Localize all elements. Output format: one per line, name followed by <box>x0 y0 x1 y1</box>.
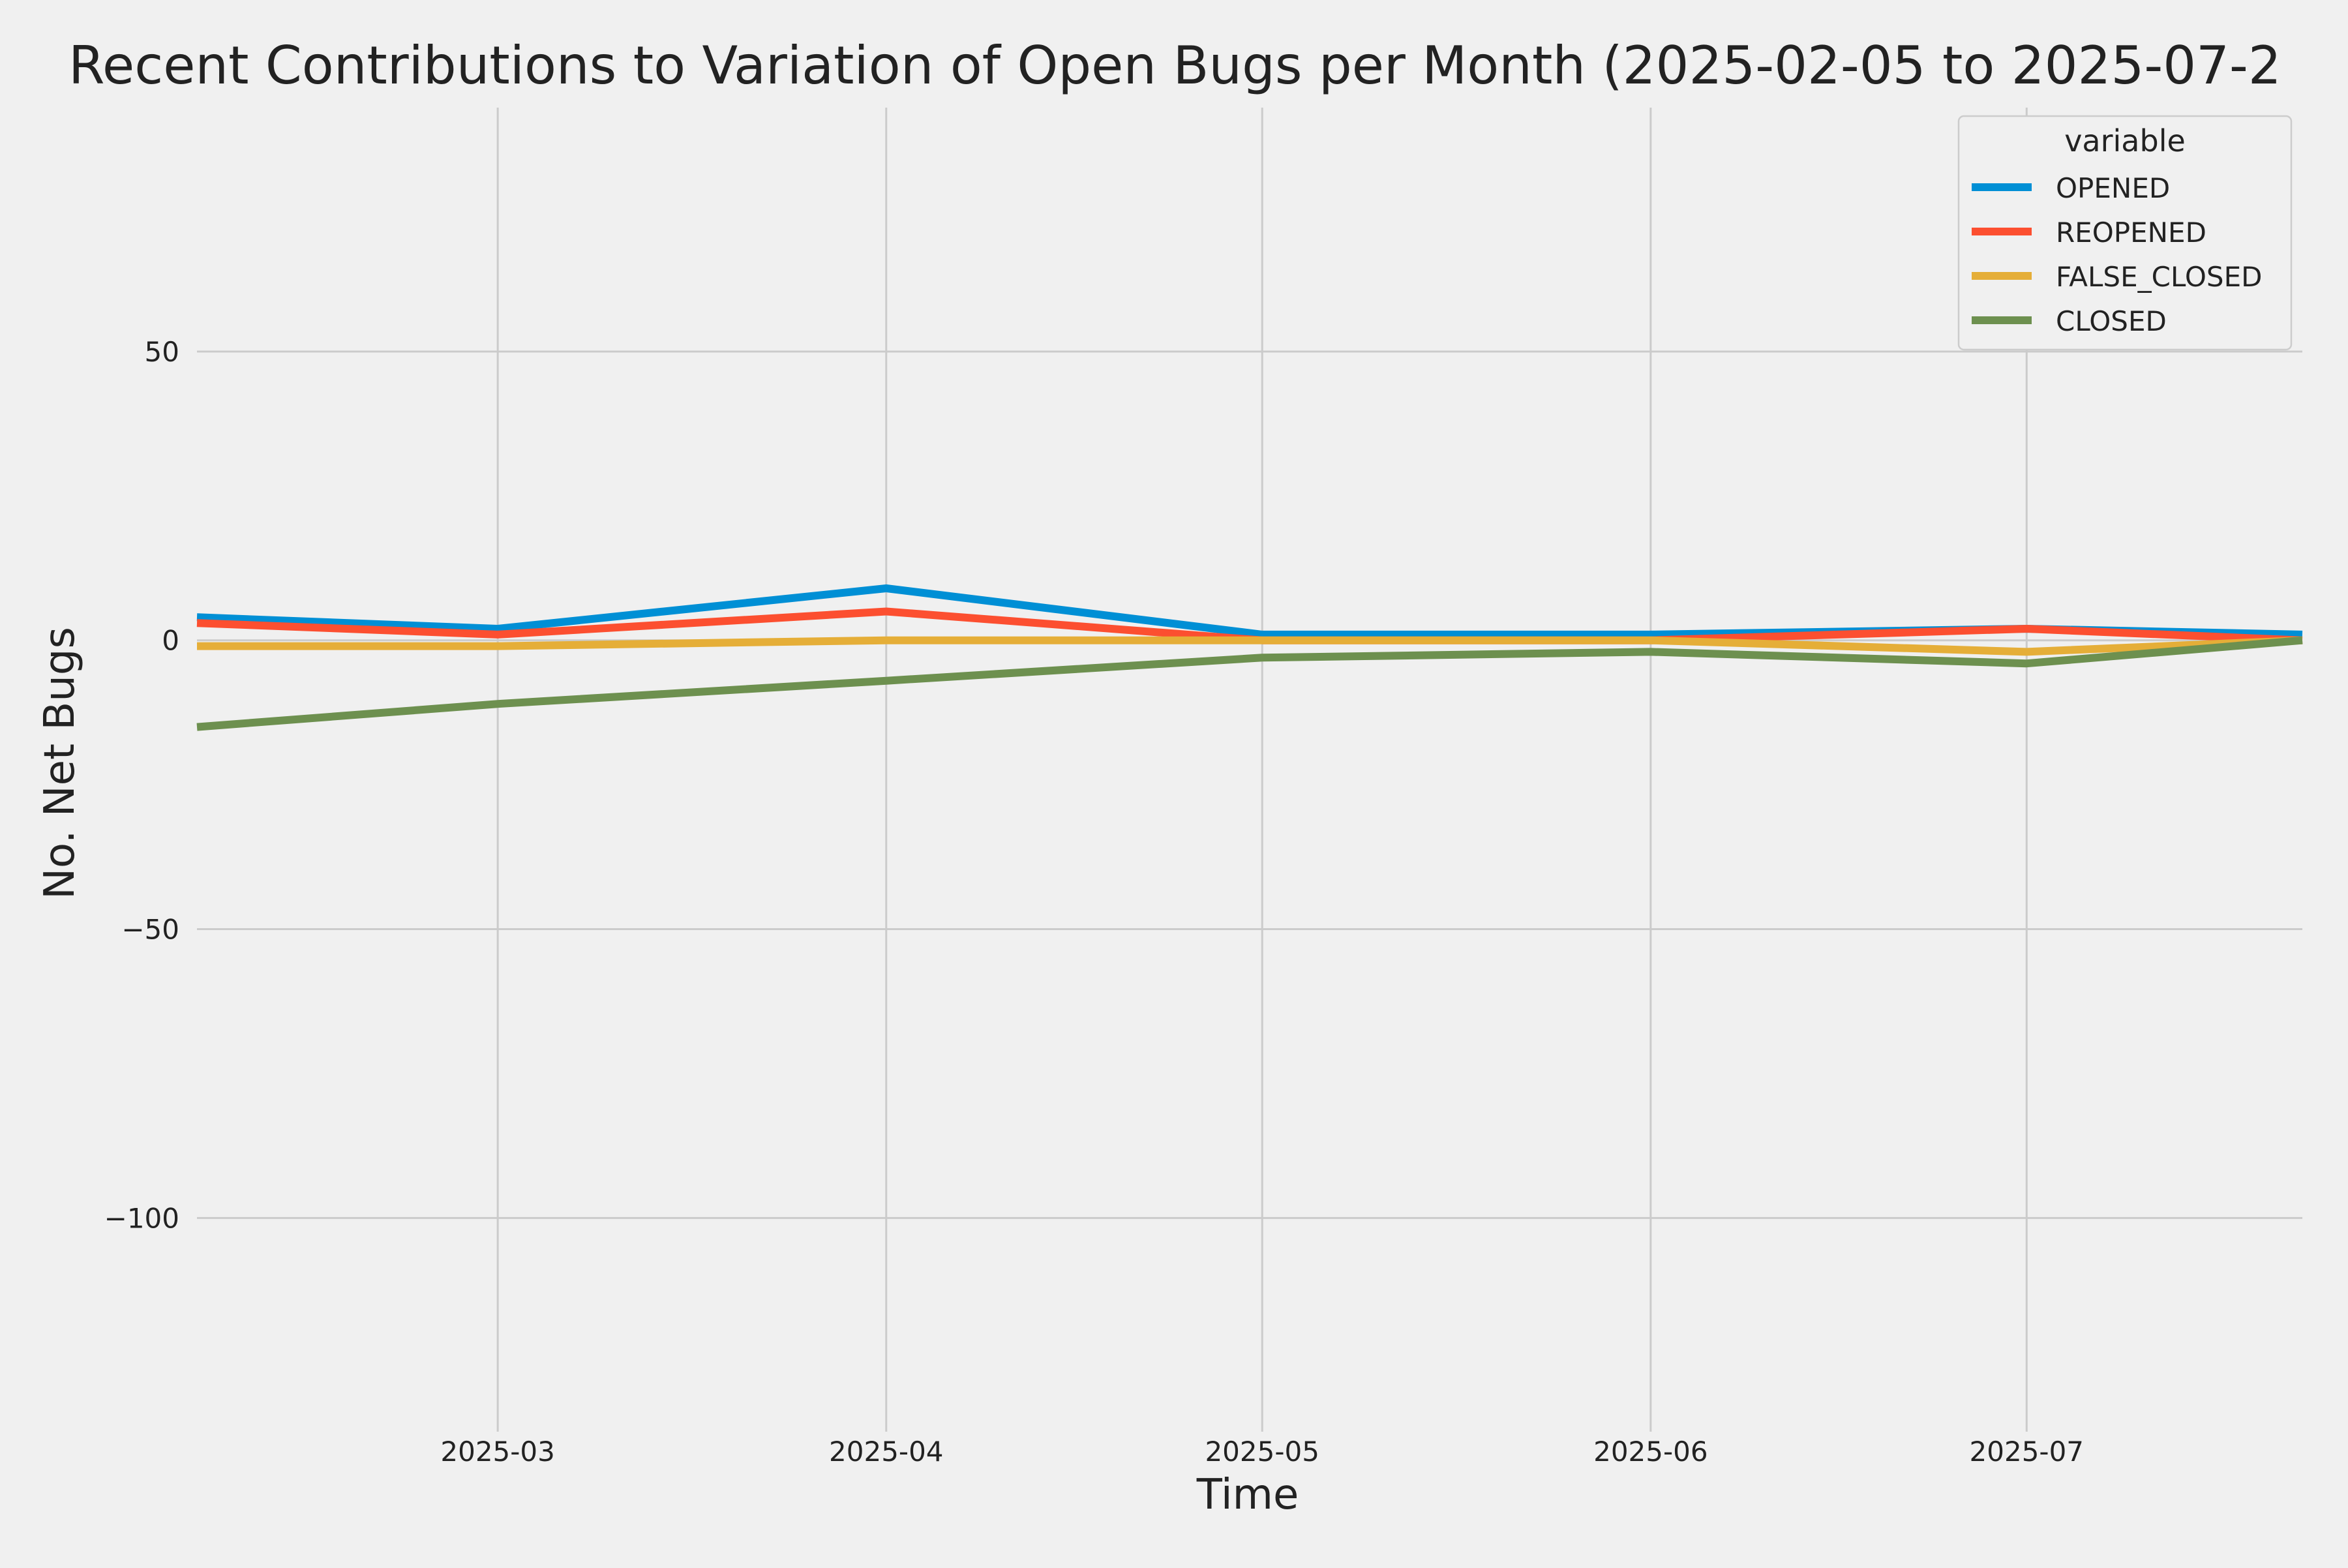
grid <box>197 108 2302 1432</box>
y-tick-label: −100 <box>104 1202 179 1234</box>
y-tick-label: 50 <box>145 336 179 368</box>
series-line-false-closed <box>197 636 2303 656</box>
y-axis-label: No. Net Bugs <box>36 627 84 899</box>
legend: variable OPENED REOPENED FALSE_CLOSED CLOSE… <box>1957 115 2293 351</box>
chart-title: Recent Contributions to Variation of Ope… <box>68 35 2281 96</box>
legend-entries: OPENED REOPENED FALSE_CLOSED CLOSED <box>1972 172 2262 337</box>
x-tick-label: 2025-04 <box>829 1436 944 1468</box>
series-lines <box>196 584 2303 731</box>
y-tick-label: −50 <box>121 914 179 946</box>
x-axis-label: Time <box>1196 1471 1299 1519</box>
legend-box <box>1957 115 2293 351</box>
legend-label-reopened: REOPENED <box>2056 217 2206 249</box>
x-tick-label: 2025-06 <box>1593 1436 1708 1468</box>
x-tick-label: 2025-07 <box>1970 1436 2085 1468</box>
legend-label-opened: OPENED <box>2056 172 2170 204</box>
legend-label-false-closed: FALSE_CLOSED <box>2056 261 2262 293</box>
series-line-closed <box>196 636 2303 731</box>
x-tick-label: 2025-05 <box>1205 1436 1319 1468</box>
legend-title: variable <box>2064 123 2186 158</box>
legend-label-closed: CLOSED <box>2056 305 2167 337</box>
tick-labels: 2025-03 2025-04 2025-05 2025-06 2025-07 50 0 −5… <box>104 336 2084 1468</box>
y-tick-label: 0 <box>162 625 179 657</box>
x-tick-label: 2025-03 <box>440 1436 555 1468</box>
